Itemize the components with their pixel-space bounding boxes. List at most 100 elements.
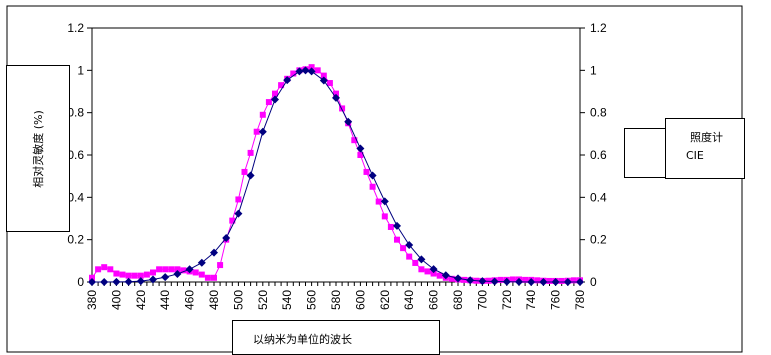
data-point-cie	[173, 269, 182, 278]
data-point-meter	[424, 268, 431, 275]
data-point-cie	[380, 197, 389, 206]
y-axis-right: 0 0.2 0.4 0.6 0.8 1 1.2	[580, 21, 607, 289]
data-point-meter	[320, 72, 327, 79]
x-tick-label: 740	[524, 290, 538, 310]
data-point-cie	[258, 127, 267, 136]
data-point-cie	[441, 271, 450, 280]
x-tick-label: 580	[329, 290, 343, 310]
data-point-meter	[107, 266, 114, 273]
data-point-meter	[290, 70, 297, 77]
legend-entry-1: CIE	[686, 149, 704, 162]
data-point-cie	[563, 277, 572, 286]
data-point-cie	[161, 273, 170, 282]
data-point-cie	[307, 67, 316, 76]
data-point-cie	[405, 240, 414, 249]
data-point-meter	[113, 270, 120, 277]
data-point-meter	[485, 277, 492, 284]
data-point-meter	[497, 276, 504, 283]
data-point-meter	[89, 274, 95, 281]
x-tick-label: 700	[475, 290, 489, 310]
data-point-meter	[168, 266, 175, 273]
y-tick-label-left: 0.6	[67, 148, 84, 162]
data-point-cie	[454, 274, 462, 283]
data-point-meter	[308, 64, 315, 71]
x-tick-label: 600	[353, 290, 367, 310]
y-tick-label-right: 0.6	[590, 148, 607, 162]
x-tick-label: 720	[500, 290, 514, 310]
data-point-meter	[192, 269, 199, 276]
data-point-cie	[332, 93, 340, 102]
y-tick-label-left: 0	[77, 275, 84, 289]
y-axis-label: 相对灵敏度 (%)	[32, 109, 45, 188]
data-point-cie	[551, 277, 560, 286]
y-axis-label-box: 相对灵敏度 (%)	[6, 65, 70, 232]
data-point-meter	[418, 266, 425, 273]
x-tick-label: 780	[573, 290, 587, 310]
data-point-meter	[241, 168, 248, 175]
y-tick-label-left: 0.8	[67, 106, 84, 120]
data-point-cie	[124, 277, 133, 286]
data-point-meter	[400, 245, 407, 252]
data-point-meter	[229, 217, 236, 224]
data-point-cie	[393, 221, 401, 230]
data-point-meter	[137, 272, 144, 279]
data-point-meter	[351, 137, 358, 144]
x-tick-label: 640	[402, 290, 416, 310]
x-tick-label: 620	[378, 290, 392, 310]
data-point-meter	[143, 271, 150, 278]
x-tick-label: 760	[549, 290, 563, 310]
data-point-cie	[478, 277, 487, 286]
data-point-meter	[357, 152, 364, 158]
y-tick-label-right: 0.2	[590, 233, 607, 247]
data-point-cie	[210, 248, 218, 257]
x-axis-label-box: 以纳米为单位的波长	[232, 320, 440, 355]
data-point-meter	[198, 271, 205, 278]
data-point-meter	[156, 266, 163, 273]
data-point-meter	[436, 272, 443, 279]
data-point-meter	[406, 253, 413, 260]
x-tick-label: 520	[256, 290, 270, 310]
x-axis: 380 400 420 440 460 480 500 520 540 560 580 600 620 6…	[85, 282, 587, 310]
data-point-meter	[125, 272, 132, 279]
data-point-cie	[527, 277, 536, 286]
data-point-meter	[546, 277, 553, 284]
data-point-cie	[185, 265, 194, 274]
data-point-cie	[271, 95, 279, 104]
data-point-cie	[197, 258, 206, 267]
data-point-cie	[100, 277, 109, 286]
x-tick-label: 460	[183, 290, 197, 310]
data-point-meter	[570, 277, 577, 284]
y-tick-label-right: 1	[590, 63, 597, 77]
x-tick-label: 420	[134, 290, 148, 310]
data-point-meter	[119, 271, 126, 278]
x-tick-label: 480	[207, 290, 221, 310]
data-point-meter	[326, 80, 333, 87]
y-tick-label-left: 1.2	[67, 21, 84, 35]
data-point-cie	[246, 171, 255, 180]
data-point-cie	[466, 276, 475, 285]
data-point-cie	[368, 171, 377, 180]
data-point-meter	[101, 264, 108, 271]
data-point-meter	[272, 90, 278, 97]
data-point-meter	[333, 90, 339, 97]
data-point-meter	[509, 276, 516, 283]
data-point-meter	[150, 269, 156, 276]
x-tick-label: 660	[427, 290, 441, 310]
data-point-meter	[412, 259, 419, 266]
data-point-meter	[387, 223, 394, 230]
data-point-meter	[265, 99, 272, 106]
data-point-meter	[174, 266, 181, 273]
legend-entry-0: 照度计	[690, 131, 723, 144]
x-axis-label: 以纳米为单位的波长	[253, 333, 352, 346]
x-tick-label: 440	[158, 290, 172, 310]
data-point-meter	[534, 277, 541, 284]
data-point-cie	[112, 277, 121, 286]
data-point-cie	[136, 277, 145, 286]
data-point-meter	[558, 277, 565, 284]
data-point-meter	[394, 236, 400, 243]
data-point-meter	[211, 274, 217, 281]
data-point-meter	[131, 272, 138, 279]
data-point-meter	[278, 82, 285, 89]
y-tick-label-right: 1.2	[590, 21, 607, 35]
y-tick-label-right: 0.4	[590, 190, 607, 204]
